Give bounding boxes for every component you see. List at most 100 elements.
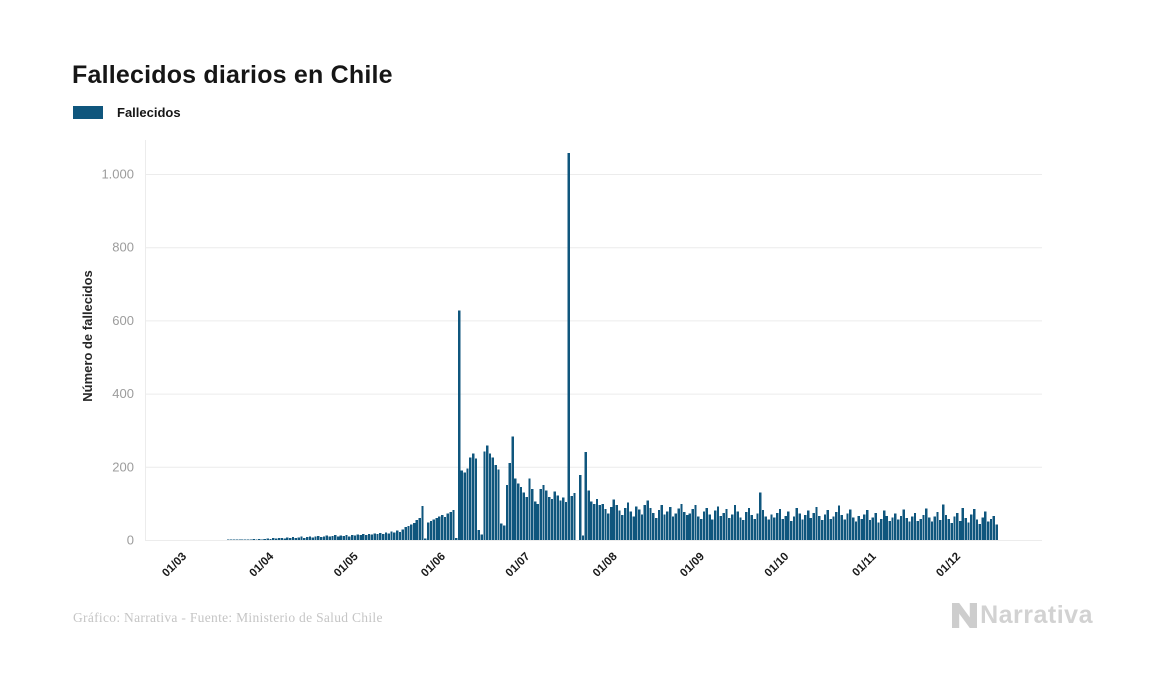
- bar: [683, 512, 686, 540]
- bar: [809, 518, 813, 540]
- bar: [322, 536, 326, 540]
- bar: [387, 533, 390, 540]
- bar: [533, 501, 537, 540]
- bar: [840, 515, 844, 540]
- bar: [418, 518, 421, 540]
- bar-chart: 0 200 400 600 800 1.000 Número de fallecidos 01…: [80, 140, 1042, 580]
- bar: [866, 509, 869, 540]
- bar: [446, 513, 450, 540]
- bar: [483, 451, 486, 540]
- bar: [472, 453, 475, 540]
- bar: [595, 499, 599, 540]
- bar: [390, 531, 393, 540]
- bar: [609, 507, 613, 540]
- bar: [494, 464, 497, 540]
- bar: [373, 533, 376, 540]
- bar: [764, 516, 768, 540]
- bar: [412, 523, 416, 540]
- bar: [336, 536, 340, 540]
- bar: [531, 488, 534, 540]
- bar: [669, 507, 672, 540]
- bar: [899, 515, 903, 540]
- bar: [536, 504, 540, 540]
- bar: [657, 509, 661, 540]
- bar: [778, 508, 782, 540]
- bar: [550, 499, 554, 540]
- bar: [393, 532, 396, 540]
- bar: [286, 537, 289, 540]
- bar: [410, 524, 413, 540]
- bar: [691, 508, 694, 540]
- bar: [367, 533, 371, 540]
- bar: [623, 507, 627, 540]
- y-axis-title: Número de fallecidos: [80, 270, 95, 401]
- bar: [699, 518, 703, 540]
- bar: [348, 536, 351, 540]
- bar: [857, 515, 860, 540]
- x-tick-label: 01/11: [850, 550, 879, 579]
- bar: [711, 519, 714, 540]
- legend-label: Fallecidos: [117, 105, 181, 120]
- bar: [255, 539, 258, 540]
- x-tick-label: 01/12: [934, 551, 963, 580]
- bar: [590, 501, 593, 540]
- bar: [939, 520, 942, 540]
- bar: [804, 515, 807, 540]
- bar: [815, 507, 818, 540]
- bar: [978, 523, 981, 540]
- bar: [266, 538, 269, 540]
- bar: [905, 518, 908, 540]
- bar: [964, 518, 967, 540]
- bar: [587, 490, 590, 540]
- y-tick-label: 600: [112, 313, 134, 328]
- bar: [573, 493, 576, 540]
- y-tick-label: 1.000: [101, 167, 134, 182]
- bar: [314, 536, 317, 540]
- bar: [362, 534, 365, 540]
- bar: [666, 511, 669, 540]
- bar: [829, 518, 832, 540]
- bar: [477, 529, 480, 540]
- bar: [339, 535, 343, 540]
- bar: [742, 520, 745, 540]
- bar: [911, 516, 914, 540]
- bar: [404, 527, 407, 540]
- source-credit: Gráfico: Narrativa - Fuente: Ministerio …: [73, 610, 383, 625]
- bar: [334, 535, 337, 540]
- bar: [519, 486, 523, 540]
- bar: [272, 538, 275, 540]
- bar: [739, 517, 742, 540]
- x-tick-label: 01/07: [504, 551, 533, 580]
- bar: [927, 517, 931, 540]
- bar: [376, 534, 379, 540]
- bar: [942, 504, 945, 540]
- bar: [795, 507, 799, 540]
- bar: [241, 539, 244, 540]
- bar: [944, 515, 948, 540]
- bar: [350, 534, 354, 540]
- bar: [674, 513, 677, 540]
- bar: [289, 538, 292, 540]
- bar: [508, 463, 511, 540]
- bar: [342, 535, 345, 540]
- bar: [736, 511, 739, 540]
- bar: [584, 452, 587, 540]
- bar: [601, 504, 604, 540]
- bar: [933, 516, 936, 540]
- bar: [244, 539, 247, 540]
- bar: [567, 153, 571, 540]
- bar: [970, 514, 973, 540]
- x-tick-label: 01/05: [332, 550, 361, 579]
- bar: [880, 518, 883, 540]
- bar: [618, 510, 621, 540]
- bar: [607, 513, 610, 540]
- bar: [500, 523, 503, 540]
- bar: [798, 513, 801, 540]
- bar: [488, 453, 492, 540]
- bar: [480, 534, 483, 540]
- bar: [773, 517, 776, 540]
- bar: [353, 535, 357, 540]
- bar: [424, 538, 427, 540]
- bar: [514, 478, 517, 540]
- bar: [432, 519, 435, 540]
